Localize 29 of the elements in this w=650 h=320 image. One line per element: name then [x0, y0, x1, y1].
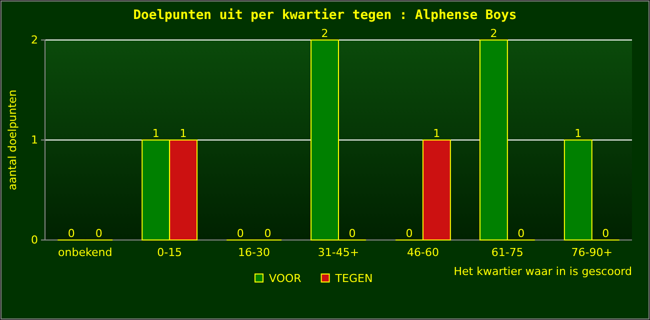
y-axis-title: aantal doelpunten — [6, 90, 19, 190]
legend-label: VOOR — [269, 272, 302, 285]
x-tick-label: 31-45+ — [318, 246, 360, 259]
x-tick-label: onbekend — [58, 246, 112, 259]
y-tick-label: 2 — [31, 34, 38, 47]
data-label: 1 — [152, 127, 160, 140]
data-label: 1 — [574, 127, 582, 140]
data-label: 1 — [180, 127, 187, 140]
data-label: 0 — [406, 227, 413, 240]
data-label: 2 — [490, 27, 498, 40]
data-label: 0 — [264, 227, 272, 240]
y-tick-label: 1 — [31, 134, 38, 147]
x-axis-title: Het kwartier waar in is gescoord — [454, 265, 632, 278]
y-tick-label: 0 — [31, 234, 38, 247]
x-tick-label: 16-30 — [238, 246, 270, 259]
chart-title: Doelpunten uit per kwartier tegen : Alphense Boys — [133, 8, 517, 23]
data-label: 1 — [433, 127, 440, 140]
data-label: 2 — [321, 27, 328, 40]
x-tick-label: 61-75 — [491, 246, 524, 259]
data-label: 0 — [518, 227, 525, 240]
data-label: 0 — [348, 227, 356, 240]
data-label: 0 — [68, 227, 75, 240]
x-tick-label: 0-15 — [157, 246, 182, 259]
x-tick-label: 76-90+ — [571, 246, 612, 259]
data-label: 0 — [95, 227, 102, 240]
data-label: 0 — [602, 227, 610, 240]
x-tick-label: 46-60 — [406, 246, 439, 259]
data-label: 0 — [236, 227, 244, 240]
legend-label: TEGEN — [334, 272, 373, 285]
